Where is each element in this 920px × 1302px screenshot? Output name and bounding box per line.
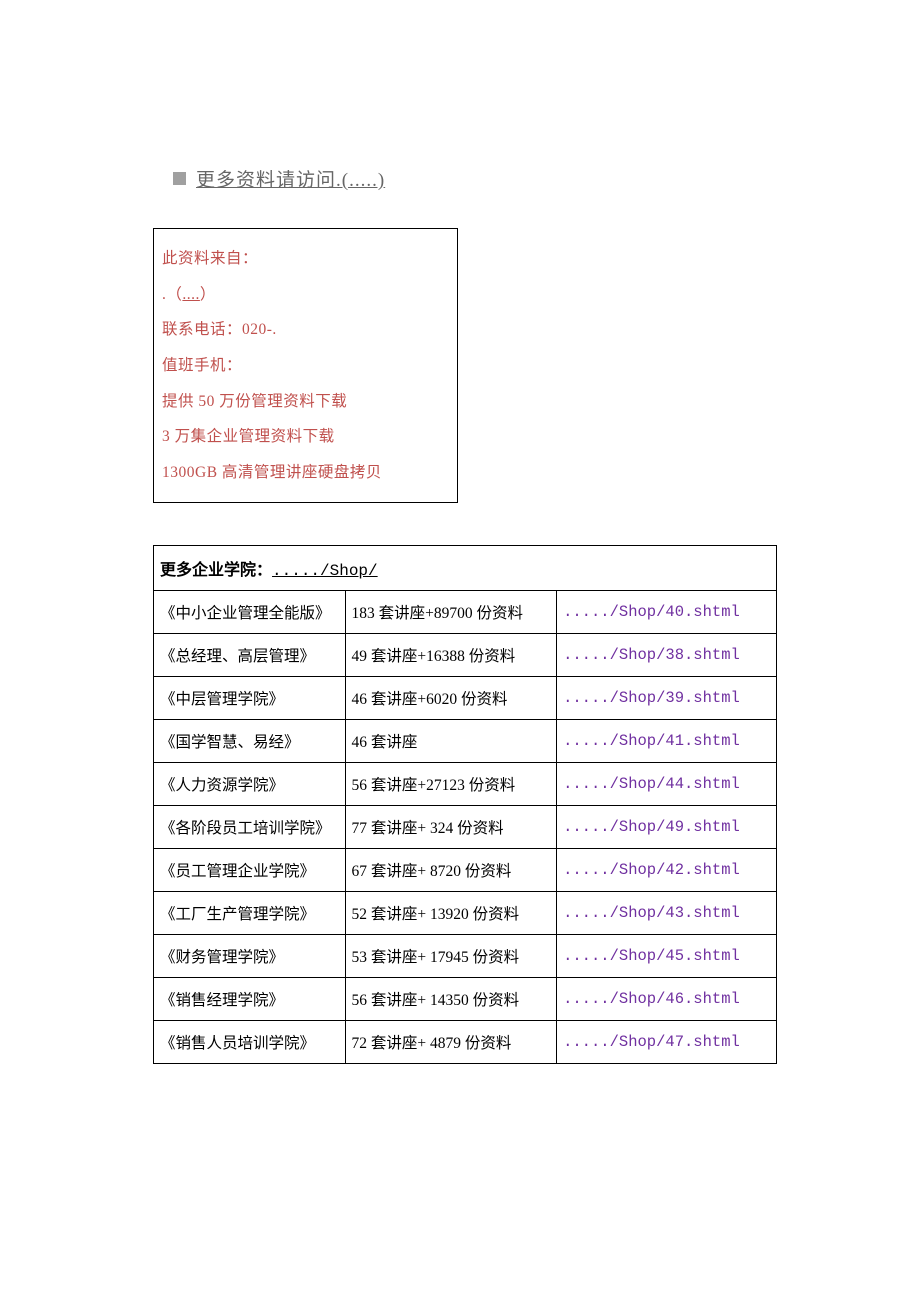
course-name: 《人力资源学院》 — [154, 763, 346, 806]
course-url[interactable]: ...../Shop/40.shtml — [557, 591, 777, 634]
table-row: 《销售经理学院》56 套讲座+ 14350 份资料...../Shop/46.s… — [154, 978, 777, 1021]
info-offer-3: 1300GB 高清管理讲座硬盘拷贝 — [162, 455, 449, 491]
info-link-prefix: .（ — [162, 286, 182, 303]
info-box: 此资料来自： .（....） 联系电话：020-. 值班手机： 提供 50 万份… — [153, 228, 458, 503]
course-url[interactable]: ...../Shop/38.shtml — [557, 634, 777, 677]
course-url[interactable]: ...../Shop/41.shtml — [557, 720, 777, 763]
header-title-link[interactable]: 更多资料请访问.(.....) — [196, 165, 385, 192]
course-desc: 52 套讲座+ 13920 份资料 — [345, 892, 557, 935]
table-header-cell: 更多企业学院：...../Shop/ — [154, 546, 777, 591]
course-name: 《员工管理企业学院》 — [154, 849, 346, 892]
course-url[interactable]: ...../Shop/47.shtml — [557, 1021, 777, 1064]
course-desc: 46 套讲座+6020 份资料 — [345, 677, 557, 720]
table-row: 《各阶段员工培训学院》77 套讲座+ 324 份资料...../Shop/49.… — [154, 806, 777, 849]
course-desc: 53 套讲座+ 17945 份资料 — [345, 935, 557, 978]
course-url[interactable]: ...../Shop/49.shtml — [557, 806, 777, 849]
table-header-label: 更多企业学院： — [160, 562, 272, 579]
table-row: 《国学智慧、易经》46 套讲座...../Shop/41.shtml — [154, 720, 777, 763]
table-row: 《员工管理企业学院》67 套讲座+ 8720 份资料...../Shop/42.… — [154, 849, 777, 892]
info-offer-2: 3 万集企业管理资料下载 — [162, 419, 449, 455]
table-row: 《中小企业管理全能版》183 套讲座+89700 份资料...../Shop/4… — [154, 591, 777, 634]
course-name: 《销售经理学院》 — [154, 978, 346, 1021]
info-link-suffix: ） — [200, 286, 216, 303]
course-desc: 77 套讲座+ 324 份资料 — [345, 806, 557, 849]
course-name: 《中小企业管理全能版》 — [154, 591, 346, 634]
courses-table: 更多企业学院：...../Shop/ 《中小企业管理全能版》183 套讲座+89… — [153, 545, 777, 1064]
course-desc: 49 套讲座+16388 份资料 — [345, 634, 557, 677]
course-url[interactable]: ...../Shop/44.shtml — [557, 763, 777, 806]
info-source-link-line: .（....） — [162, 277, 449, 313]
table-row: 《财务管理学院》53 套讲座+ 17945 份资料...../Shop/45.s… — [154, 935, 777, 978]
course-desc: 46 套讲座 — [345, 720, 557, 763]
course-name: 《财务管理学院》 — [154, 935, 346, 978]
course-name: 《国学智慧、易经》 — [154, 720, 346, 763]
bullet-icon — [173, 172, 186, 185]
info-mobile: 值班手机： — [162, 348, 449, 384]
course-desc: 67 套讲座+ 8720 份资料 — [345, 849, 557, 892]
course-desc: 183 套讲座+89700 份资料 — [345, 591, 557, 634]
info-source-label: 此资料来自： — [162, 241, 449, 277]
table-row: 《总经理、高层管理》49 套讲座+16388 份资料...../Shop/38.… — [154, 634, 777, 677]
course-name: 《总经理、高层管理》 — [154, 634, 346, 677]
course-url[interactable]: ...../Shop/43.shtml — [557, 892, 777, 935]
course-name: 《各阶段员工培训学院》 — [154, 806, 346, 849]
course-url[interactable]: ...../Shop/39.shtml — [557, 677, 777, 720]
table-header-link[interactable]: ...../Shop/ — [272, 562, 378, 580]
course-desc: 56 套讲座+27123 份资料 — [345, 763, 557, 806]
course-desc: 56 套讲座+ 14350 份资料 — [345, 978, 557, 1021]
info-phone: 联系电话：020-. — [162, 312, 449, 348]
table-row: 《销售人员培训学院》72 套讲座+ 4879 份资料...../Shop/47.… — [154, 1021, 777, 1064]
course-name: 《销售人员培训学院》 — [154, 1021, 346, 1064]
table-header-row: 更多企业学院：...../Shop/ — [154, 546, 777, 591]
info-source-link[interactable]: .... — [182, 286, 200, 303]
course-name: 《中层管理学院》 — [154, 677, 346, 720]
info-offer-1: 提供 50 万份管理资料下载 — [162, 384, 449, 420]
course-url[interactable]: ...../Shop/45.shtml — [557, 935, 777, 978]
course-desc: 72 套讲座+ 4879 份资料 — [345, 1021, 557, 1064]
table-row: 《人力资源学院》56 套讲座+27123 份资料...../Shop/44.sh… — [154, 763, 777, 806]
course-url[interactable]: ...../Shop/42.shtml — [557, 849, 777, 892]
course-name: 《工厂生产管理学院》 — [154, 892, 346, 935]
course-url[interactable]: ...../Shop/46.shtml — [557, 978, 777, 1021]
header-line: 更多资料请访问.(.....) — [173, 165, 775, 192]
table-row: 《工厂生产管理学院》52 套讲座+ 13920 份资料...../Shop/43… — [154, 892, 777, 935]
table-row: 《中层管理学院》46 套讲座+6020 份资料...../Shop/39.sht… — [154, 677, 777, 720]
